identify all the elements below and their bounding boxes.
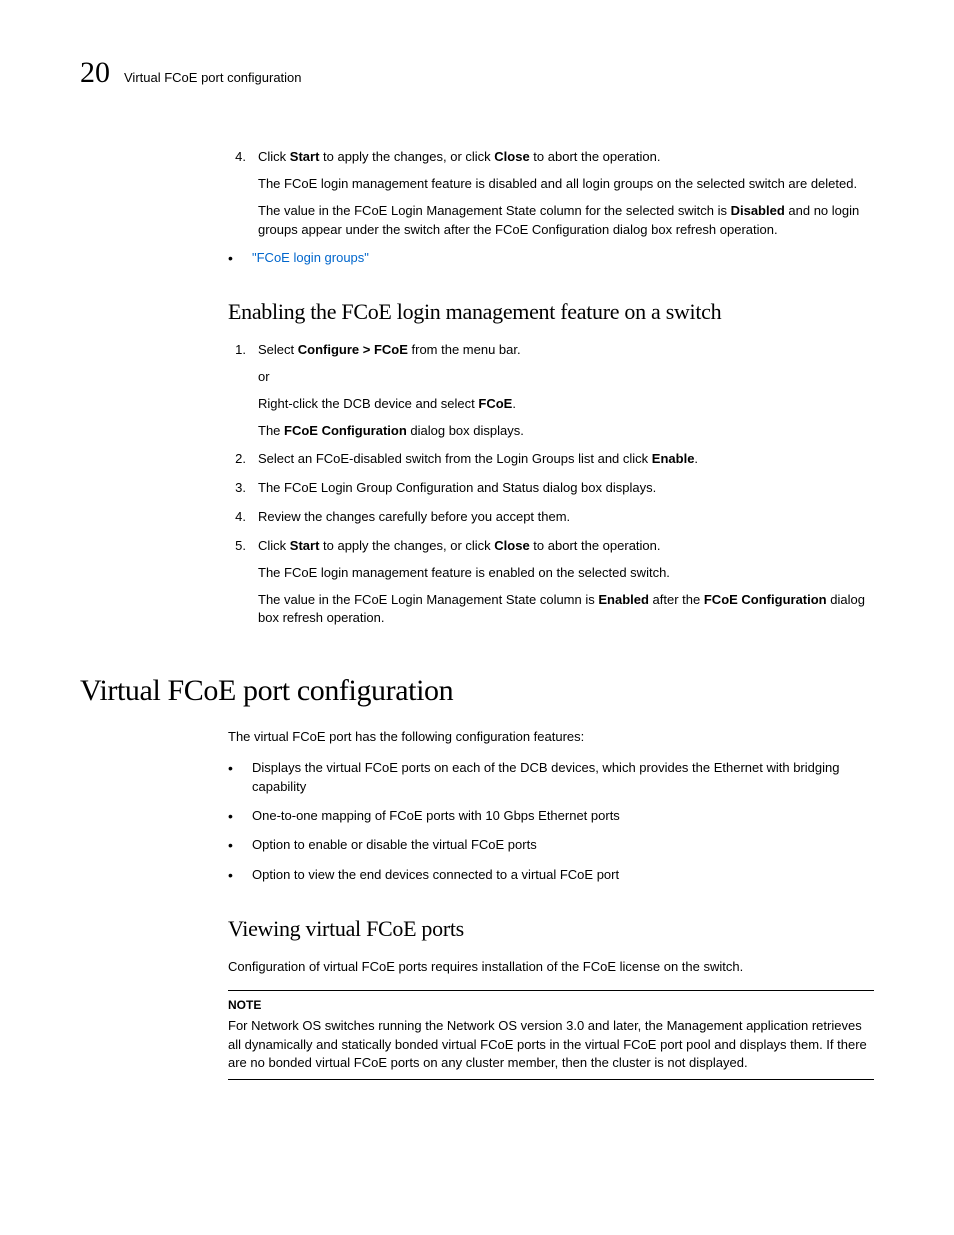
chapter-heading: Virtual FCoE port configuration <box>80 674 874 708</box>
paragraph: Review the changes carefully before you … <box>258 508 874 527</box>
text: Option to view the end devices connected… <box>252 866 619 886</box>
bullet-list-vp: Displays the virtual FCoE ports on each … <box>228 759 874 885</box>
list-number: 4. <box>228 148 246 239</box>
list-item: 4. Review the changes carefully before y… <box>228 508 874 527</box>
text: to abort the operation. <box>530 538 661 553</box>
bold-text: Configure > FCoE <box>298 342 408 357</box>
text: Displays the virtual FCoE ports on each … <box>252 759 874 797</box>
bold-text: Enable <box>652 451 695 466</box>
list-body: The FCoE Login Group Configuration and S… <box>258 479 874 498</box>
paragraph: Configuration of virtual FCoE ports requ… <box>228 958 874 977</box>
numbered-list-enable: 1. Select Configure > FCoE from the menu… <box>228 341 874 628</box>
bold-text: Disabled <box>731 203 785 218</box>
text: . <box>512 396 516 411</box>
note-block: NOTE For Network OS switches running the… <box>228 990 874 1080</box>
section-heading-enable: Enabling the FCoE login management featu… <box>228 299 874 325</box>
text: . <box>694 451 698 466</box>
paragraph: The FCoE login management feature is ena… <box>258 564 874 583</box>
bold-text: FCoE Configuration <box>704 592 827 607</box>
content-block-top: 4. Click Start to apply the changes, or … <box>228 148 874 628</box>
list-body: Select an FCoE-disabled switch from the … <box>258 450 874 469</box>
bold-text: Start <box>290 149 320 164</box>
list-number: 1. <box>228 341 246 440</box>
list-number: 4. <box>228 508 246 527</box>
list-item: 4. Click Start to apply the changes, or … <box>228 148 874 239</box>
list-body: Click Start to apply the changes, or cli… <box>258 537 874 628</box>
chapter-number: 20 <box>80 58 110 88</box>
text: The <box>258 423 284 438</box>
text: from the menu bar. <box>408 342 521 357</box>
chapter-header-label: Virtual FCoE port configuration <box>124 70 302 85</box>
bold-text: FCoE <box>478 396 512 411</box>
text: after the <box>649 592 704 607</box>
section-heading-view: Viewing virtual FCoE ports <box>228 916 874 942</box>
page-header: 20 Virtual FCoE port configuration <box>80 58 874 88</box>
paragraph: The FCoE Login Group Configuration and S… <box>258 479 874 498</box>
text: dialog box displays. <box>407 423 524 438</box>
list-body: Review the changes carefully before you … <box>258 508 874 527</box>
text: Option to enable or disable the virtual … <box>252 836 537 856</box>
list-item: Displays the virtual FCoE ports on each … <box>228 759 874 797</box>
list-item: 5. Click Start to apply the changes, or … <box>228 537 874 628</box>
paragraph: or <box>258 368 874 387</box>
list-item: Option to view the end devices connected… <box>228 866 874 886</box>
paragraph: The FCoE login management feature is dis… <box>258 175 874 194</box>
text: Select <box>258 342 298 357</box>
list-item: Option to enable or disable the virtual … <box>228 836 874 856</box>
text: Right-click the DCB device and select <box>258 396 478 411</box>
bold-text: FCoE Configuration <box>284 423 407 438</box>
text: Click <box>258 149 290 164</box>
note-body: For Network OS switches running the Netw… <box>228 1017 874 1074</box>
bold-text: Close <box>494 149 529 164</box>
text: The value in the FCoE Login Management S… <box>258 592 598 607</box>
text: to apply the changes, or click <box>319 149 494 164</box>
list-body: Click Start to apply the changes, or cli… <box>258 148 874 239</box>
text: Click <box>258 538 290 553</box>
paragraph: The virtual FCoE port has the following … <box>228 728 874 747</box>
bold-text: Enabled <box>598 592 649 607</box>
list-item: 2. Select an FCoE-disabled switch from t… <box>228 450 874 469</box>
text: Select an FCoE-disabled switch from the … <box>258 451 652 466</box>
bold-text: Start <box>290 538 320 553</box>
list-number: 2. <box>228 450 246 469</box>
text: The value in the FCoE Login Management S… <box>258 203 731 218</box>
text: One-to-one mapping of FCoE ports with 10… <box>252 807 620 827</box>
list-number: 3. <box>228 479 246 498</box>
content-block-vp: The virtual FCoE port has the following … <box>228 728 874 1080</box>
list-number: 5. <box>228 537 246 628</box>
bullet-list-link: "FCoE login groups" <box>228 249 874 269</box>
list-item: One-to-one mapping of FCoE ports with 10… <box>228 807 874 827</box>
text: to abort the operation. <box>530 149 661 164</box>
list-item: "FCoE login groups" <box>228 249 874 269</box>
paragraph: The value in the FCoE Login Management S… <box>258 202 874 240</box>
note-label: NOTE <box>228 997 874 1014</box>
list-item: 1. Select Configure > FCoE from the menu… <box>228 341 874 440</box>
fcoe-login-groups-link[interactable]: "FCoE login groups" <box>252 249 369 269</box>
text: to apply the changes, or click <box>319 538 494 553</box>
list-body: Select Configure > FCoE from the menu ba… <box>258 341 874 440</box>
list-item: 3. The FCoE Login Group Configuration an… <box>228 479 874 498</box>
bold-text: Close <box>494 538 529 553</box>
chapter-block: Virtual FCoE port configuration <box>80 674 874 708</box>
page: 20 Virtual FCoE port configuration 4. Cl… <box>0 0 954 1235</box>
numbered-list-top: 4. Click Start to apply the changes, or … <box>228 148 874 239</box>
